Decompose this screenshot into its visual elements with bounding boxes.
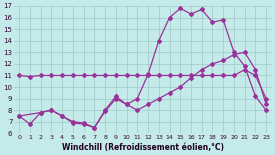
X-axis label: Windchill (Refroidissement éolien,°C): Windchill (Refroidissement éolien,°C) [62, 143, 224, 152]
